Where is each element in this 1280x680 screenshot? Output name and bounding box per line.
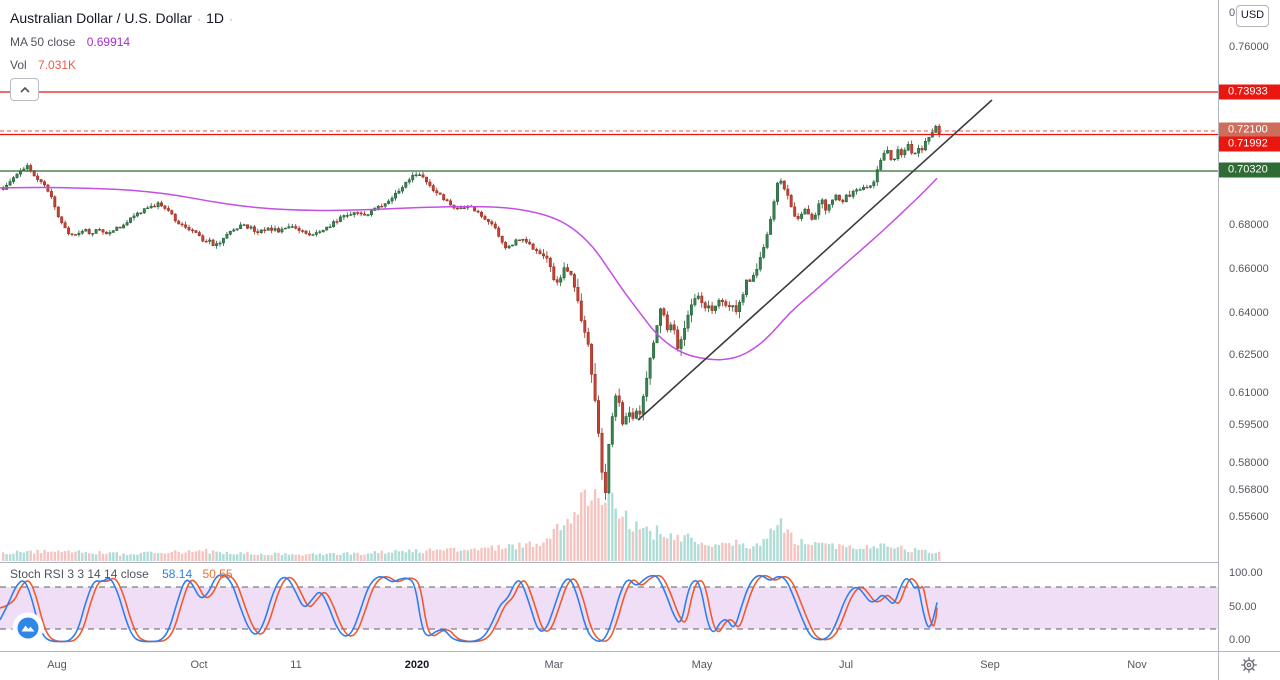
- price-axis-label: 0.68000: [1229, 219, 1269, 231]
- chevron-up-icon: [19, 86, 30, 93]
- symbol-title: Australian Dollar / U.S. Dollar: [10, 10, 193, 26]
- stoch-rsi-legend-row[interactable]: Stoch RSI 3 3 14 14 close 58.14 50.55: [10, 567, 233, 581]
- price-axis-label: 0.62500: [1229, 349, 1269, 361]
- volume-legend-row[interactable]: Vol 7.031K: [10, 57, 238, 74]
- candles-group: [1, 124, 941, 500]
- price-axis-label: 0.66000: [1229, 263, 1269, 275]
- axis-corner: [1219, 652, 1280, 680]
- time-axis-label: 11: [290, 659, 302, 671]
- price-level-chip: 0.73933: [1219, 84, 1280, 100]
- price-axis-label: 0.55600: [1229, 511, 1269, 523]
- stoch-k-value: 58.14: [162, 567, 193, 581]
- time-axis-label: Aug: [47, 659, 67, 671]
- price-axis-label: 0.00: [1229, 634, 1251, 646]
- price-axis-label: 0.76000: [1229, 41, 1269, 53]
- price-axis-label: 0.61000: [1229, 387, 1269, 399]
- trend-line-group[interactable]: [637, 99, 993, 421]
- indicator-logo-icon[interactable]: [12, 612, 44, 644]
- title-separator: ·: [197, 12, 202, 26]
- price-level-chip: 0.71992: [1219, 136, 1280, 152]
- currency-toggle-button[interactable]: USD: [1236, 5, 1269, 27]
- collapse-legend-button[interactable]: [10, 78, 39, 101]
- price-axis-label: 0.56800: [1229, 484, 1269, 496]
- stoch-rsi-label: Stoch RSI 3 3 14 14 close: [10, 567, 149, 581]
- time-axis-label: Nov: [1127, 659, 1147, 671]
- time-axis-label: Sep: [980, 659, 1000, 671]
- symbol-title-row[interactable]: Australian Dollar / U.S. Dollar · 1D ·: [10, 8, 238, 28]
- ma-value: 0.69914: [86, 35, 131, 49]
- price-axis-label: 100.00: [1229, 567, 1263, 579]
- interval-label[interactable]: 1D: [206, 10, 224, 26]
- settings-gear-icon[interactable]: [1219, 652, 1280, 680]
- stoch-rsi-pane-group: [0, 574, 1218, 644]
- ma50-line-group: [0, 177, 938, 361]
- time-axis-label: May: [691, 659, 713, 671]
- price-axis-label: 0.59500: [1229, 419, 1269, 431]
- price-axis-label: 0.58000: [1229, 457, 1269, 469]
- time-axis-label: Mar: [544, 659, 564, 671]
- price-axis-label: 0.64000: [1229, 307, 1269, 319]
- stoch-d-value: 50.55: [202, 567, 233, 581]
- stoch-k-line: [0, 574, 938, 643]
- title-separator-2: ·: [228, 12, 233, 26]
- price-level-chip: 0.72100: [1219, 122, 1280, 138]
- ma-label: MA 50 close: [10, 35, 76, 49]
- legend: Australian Dollar / U.S. Dollar · 1D · MA 5…: [10, 8, 238, 74]
- price-level-lines-group[interactable]: [0, 91, 1218, 172]
- volume-label: Vol: [10, 58, 27, 72]
- time-axis[interactable]: Aug Oct 11 2020 Mar May Jul Sep Nov: [0, 652, 1218, 680]
- price-axis[interactable]: USD 0.780000.760000.680000.660000.640000…: [1219, 0, 1280, 651]
- volume-value: 7.031K: [38, 58, 77, 72]
- volume-bars-group: [2, 489, 941, 561]
- price-axis-label: 50.00: [1229, 601, 1257, 613]
- time-axis-label: 2020: [404, 659, 430, 671]
- ma-legend-row[interactable]: MA 50 close 0.69914: [10, 34, 238, 51]
- time-axis-label: Jul: [838, 659, 854, 671]
- time-axis-label: Oct: [190, 659, 208, 671]
- trend-line[interactable]: [637, 99, 993, 421]
- price-level-chip: 0.70320: [1219, 162, 1280, 178]
